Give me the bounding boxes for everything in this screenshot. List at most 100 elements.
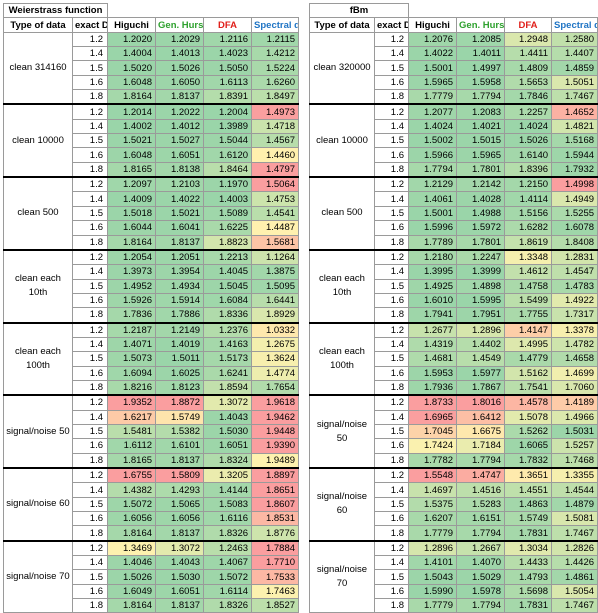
dfa-cell: 1.5499: [504, 292, 553, 309]
dfa-cell: 1.7831: [504, 598, 553, 613]
data-type-label: clean 10000: [309, 103, 375, 178]
exact-d-cell: 1.5: [71, 423, 109, 440]
dfa-cell: 1.7831: [504, 525, 553, 542]
dfa-cell: 1.6051: [203, 438, 253, 454]
dfa-cell: 1.5078: [504, 409, 553, 425]
hurst-cell: 1.5021: [155, 205, 205, 222]
spectral-cell: 1.9489: [251, 452, 300, 469]
spectral-cell: 1.7467: [551, 525, 598, 542]
table-row: 1.6 1.6048 1.6050 1.6113 1.6260: [4, 74, 300, 91]
hurst-cell: 1.4898: [456, 278, 506, 294]
dfa-cell: 1.4003: [203, 191, 253, 207]
exact-d-cell: 1.4: [71, 46, 109, 62]
dfa-cell: 1.8326: [203, 525, 253, 542]
spectral-cell: 1.8527: [251, 598, 300, 613]
hurst-cell: 1.3999: [456, 264, 506, 280]
dfa-cell: 1.4793: [504, 569, 553, 585]
dfa-cell: 1.7541: [504, 379, 553, 396]
higuchi-cell: 1.4002: [107, 118, 157, 135]
higuchi-cell: 1.2129: [408, 176, 458, 193]
spectral-cell: 1.7468: [551, 452, 598, 469]
higuchi-cell: 1.4952: [107, 278, 157, 294]
exact-d-cell: 1.8: [71, 89, 109, 105]
table-row: 1.8 1.8216 1.8123 1.8594 1.7654: [4, 379, 300, 396]
table-row: 1.6 1.6049 1.6051 1.6114 1.7463: [4, 583, 300, 600]
dfa-cell: 1.2463: [203, 539, 253, 557]
exact-d-cell: 1.6: [373, 365, 410, 381]
table-row: 1.6 1.5966 1.5965 1.6140 1.5944: [310, 147, 598, 163]
spectral-cell: 1.7710: [251, 555, 300, 571]
hurst-header: Gen. Hurst: [456, 17, 506, 33]
spectral-header: Spectral decay: [551, 17, 598, 33]
dfa-cell: 1.8619: [504, 234, 553, 251]
higuchi-cell: 1.4024: [408, 118, 458, 135]
hurst-cell: 1.4011: [456, 46, 506, 62]
dfa-cell: 1.4147: [504, 321, 553, 338]
table-row: 1.4 1.4071 1.4019 1.4163 1.2675: [4, 336, 300, 353]
higuchi-cell: 1.4382: [107, 482, 157, 498]
spectral-cell: 1.5054: [551, 583, 598, 600]
exact-d-cell: 1.5: [373, 423, 410, 440]
table-row: 1.8 1.8164 1.8137 1.8326 1.8776: [4, 525, 300, 542]
higuchi-cell: 1.8165: [107, 452, 157, 469]
table-title: Weierstrass function: [2, 2, 109, 19]
spectral-cell: 1.4782: [551, 336, 598, 353]
spectral-cell: 1.4783: [551, 278, 598, 294]
exact-d-cell: 1.8: [71, 452, 109, 469]
dfa-cell: 1.8823: [203, 234, 253, 251]
higuchi-cell: 1.2677: [408, 321, 458, 338]
table-row: 1.5 1.5026 1.5030 1.5072 1.7533: [4, 569, 300, 585]
exact-d-cell: 1.5: [71, 133, 109, 149]
table-row: 1.5 1.5375 1.5283 1.4863 1.4879: [310, 496, 598, 513]
spectral-cell: 1.5031: [551, 423, 598, 440]
hurst-cell: 1.7794: [456, 452, 506, 469]
exact-d-cell: 1.8: [373, 525, 410, 542]
hurst-cell: 1.8137: [155, 234, 205, 251]
higuchi-cell: 1.4697: [408, 482, 458, 498]
fbm-table: fBm Type of data exact D Higuchi Gen. Hu…: [308, 2, 598, 613]
hurst-cell: 1.7867: [456, 379, 506, 396]
exact-d-cell: 1.2: [373, 103, 410, 120]
hurst-cell: 1.4549: [456, 351, 506, 367]
spectral-cell: 1.7463: [251, 583, 300, 600]
table-row: 1.5 1.5072 1.5065 1.5083 1.8607: [4, 496, 300, 513]
table-row: 1.5 1.4925 1.4898 1.4758 1.4783: [310, 278, 598, 294]
higuchi-cell: 1.4004: [107, 46, 157, 62]
higuchi-cell: 1.6965: [408, 409, 458, 425]
spectral-cell: 1.5944: [551, 147, 598, 163]
data-type-label: clean each 10th: [3, 248, 73, 324]
spectral-cell: 1.5095: [251, 278, 300, 294]
exact-d-cell: 1.2: [71, 467, 109, 484]
higuchi-cell: 1.3995: [408, 264, 458, 280]
dfa-cell: 1.3348: [504, 248, 553, 266]
table-row: 1.6 1.6207 1.6151 1.5749 1.5081: [310, 511, 598, 527]
spectral-cell: 1.4774: [251, 365, 300, 381]
hurst-cell: 1.5015: [456, 133, 506, 149]
dfa-header: DFA: [504, 17, 553, 33]
spectral-cell: 1.3378: [551, 321, 598, 338]
data-type-label: signal/noise 50: [3, 394, 73, 469]
higuchi-cell: 1.6755: [107, 467, 157, 484]
dfa-cell: 1.2948: [504, 31, 553, 48]
dfa-cell: 1.7846: [504, 89, 553, 105]
higuchi-cell: 1.7941: [408, 307, 458, 324]
hurst-cell: 1.5972: [456, 220, 506, 236]
table-row: clean each 100th 1.2 1.2677 1.2896 1.4147 1.3…: [309, 321, 598, 396]
spectral-cell: 1.4949: [551, 191, 598, 207]
hurst-cell: 1.4012: [155, 118, 205, 135]
spectral-cell: 1.4879: [551, 496, 598, 513]
exact-d-cell: 1.6: [373, 220, 410, 236]
weierstrass-table: Weierstrass function Type of data exact …: [2, 2, 300, 613]
spectral-cell: 1.7654: [251, 379, 300, 396]
hurst-cell: 1.5382: [155, 423, 205, 440]
exact-d-cell: 1.2: [71, 248, 109, 266]
table-row: 1.5 1.5021 1.5027 1.5044 1.4567: [4, 133, 300, 149]
higuchi-cell: 1.2180: [408, 248, 458, 266]
spectral-cell: 1.6260: [251, 74, 300, 91]
dfa-cell: 1.6116: [203, 511, 253, 527]
exact-d-cell: 1.4: [373, 118, 410, 135]
higuchi-cell: 1.5996: [408, 220, 458, 236]
dfa-cell: 1.8324: [203, 452, 253, 469]
dfa-cell: 1.1970: [203, 176, 253, 193]
exact-d-cell: 1.5: [71, 205, 109, 222]
